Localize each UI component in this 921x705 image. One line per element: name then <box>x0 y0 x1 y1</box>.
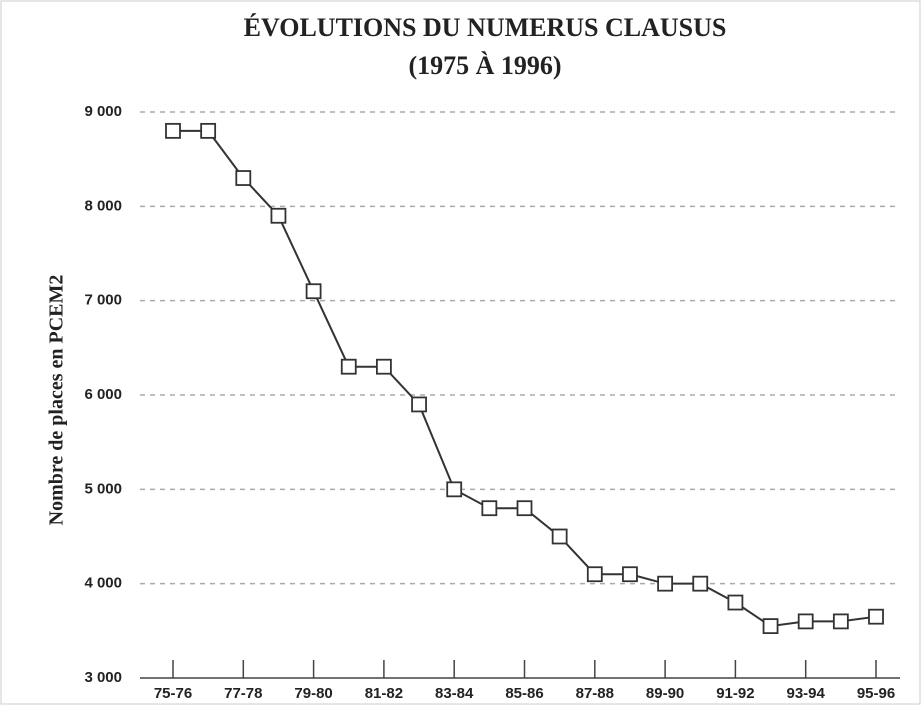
chart-subtitle: (1975 À 1996) <box>408 51 561 80</box>
point-marker <box>657 575 673 592</box>
point-marker <box>586 566 603 583</box>
point-marker <box>411 396 427 413</box>
x-tick-label: 81-82 <box>365 685 403 702</box>
point-marker <box>165 122 181 139</box>
point-marker <box>305 283 322 300</box>
point-marker <box>727 594 744 611</box>
point-marker <box>622 566 638 583</box>
y-tick-label: 5 000 <box>84 480 122 497</box>
chart-title: ÉVOLUTIONS DU NUMERUS CLAUSUS <box>244 13 727 42</box>
x-tick-label: 87-88 <box>576 685 614 702</box>
y-tick-label: 6 000 <box>84 386 122 403</box>
line <box>173 129 877 628</box>
point-marker <box>797 613 814 630</box>
point-marker <box>832 613 849 630</box>
x-tick-label: 85-86 <box>505 685 543 702</box>
point-marker <box>516 500 533 517</box>
point-marker <box>270 207 287 224</box>
x-tick-label: 93-94 <box>787 685 826 702</box>
point-marker <box>481 500 498 517</box>
y-tick-label: 7 000 <box>84 292 122 309</box>
x-tick-label: 91-92 <box>716 685 754 702</box>
x-tick-label: 79-80 <box>294 685 332 702</box>
point-marker <box>551 528 568 545</box>
y-tick-label: 8 000 <box>84 197 122 214</box>
x-tick-label: 89-90 <box>646 685 684 702</box>
y-axis-label: Nombre de places en PCEM2 <box>46 275 68 526</box>
point-marker <box>375 358 392 375</box>
y-tick-label: 3 000 <box>84 669 122 686</box>
point-marker <box>868 608 884 625</box>
x-tick-label: 77-78 <box>224 685 262 702</box>
point-marker <box>446 481 463 498</box>
x-tick-label: 75-76 <box>154 685 192 702</box>
y-tick-label: 9 000 <box>84 103 122 120</box>
y-tick-label: 4 000 <box>84 575 122 592</box>
point-marker <box>340 358 357 375</box>
x-tick-label: 83-84 <box>435 685 474 702</box>
point-marker <box>762 618 779 635</box>
point-marker <box>200 122 217 139</box>
point-marker <box>692 575 709 592</box>
point-marker <box>235 170 252 186</box>
x-tick-label: 95-96 <box>857 685 895 702</box>
